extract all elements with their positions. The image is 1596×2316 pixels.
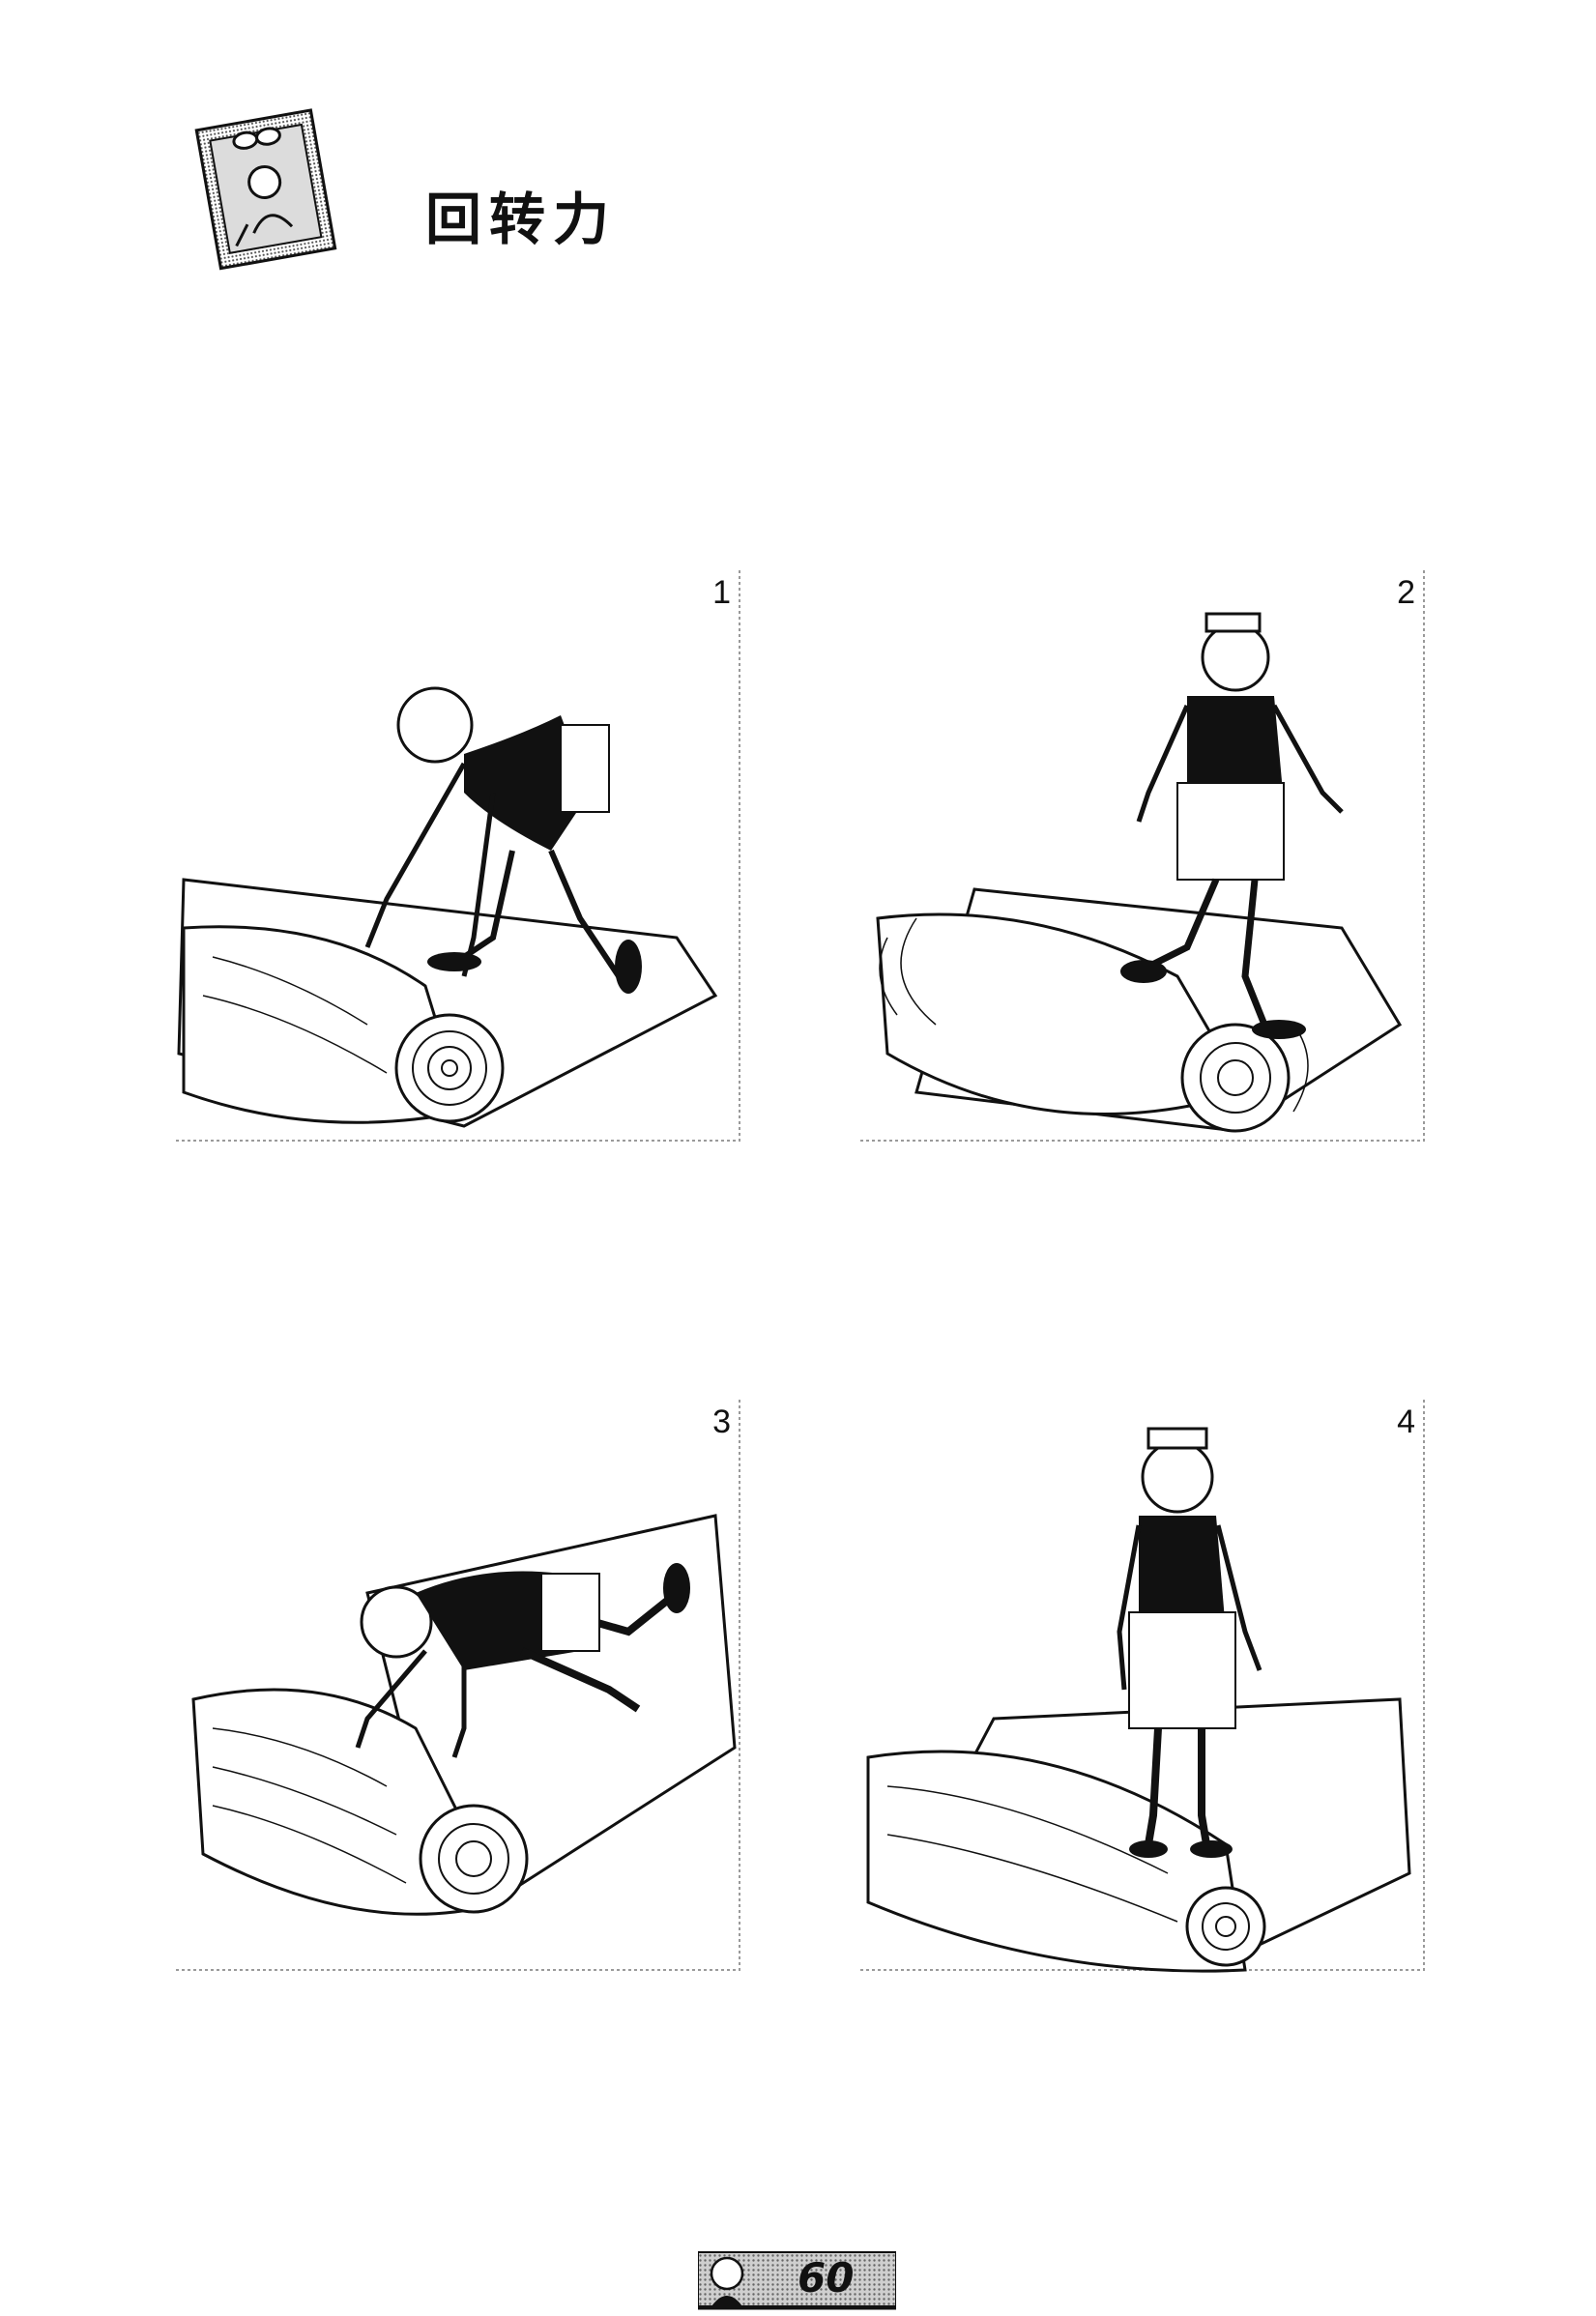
comic-panel-1: 1 [174, 570, 744, 1150]
page-number-badge [698, 2251, 896, 2310]
cartoon-face-icon [710, 2256, 744, 2306]
panel-number: 1 [712, 574, 731, 611]
man-pushing-carpet-roll-illustration [174, 1400, 740, 1971]
man-standing-on-carpet-roll-illustration [858, 1400, 1425, 1973]
man-bending-over-carpet-roll-illustration [174, 570, 740, 1142]
man-stepping-on-carpet-roll-illustration [858, 570, 1425, 1142]
panel-number: 3 [712, 1404, 731, 1440]
panel-number: 2 [1397, 574, 1415, 611]
sticky-note-cartoon-icon [194, 108, 337, 271]
page-number: 60 [798, 2254, 855, 2302]
comic-panel-4: 4 [858, 1400, 1429, 1980]
comic-panel-2: 2 [858, 570, 1429, 1150]
panel-number: 4 [1397, 1404, 1415, 1440]
comic-panel-3: 3 [174, 1400, 744, 1980]
page-title: 回转力 [425, 187, 618, 252]
